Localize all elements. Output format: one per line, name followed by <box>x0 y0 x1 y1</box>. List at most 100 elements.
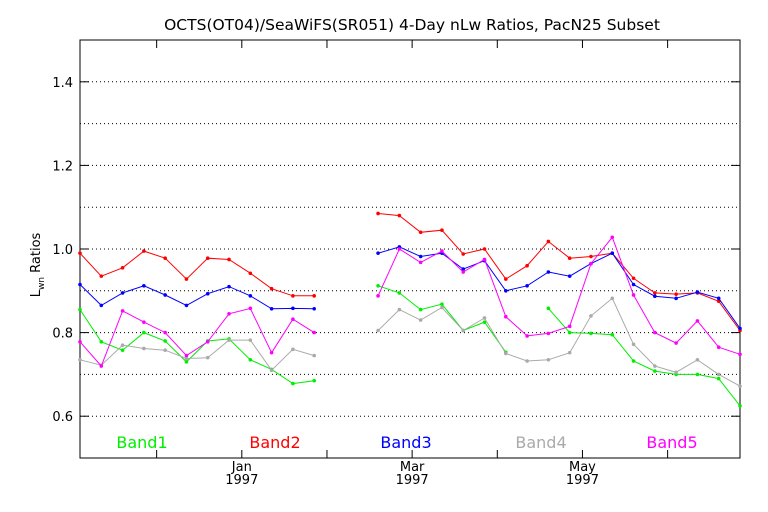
data-point <box>418 260 423 265</box>
data-point <box>653 330 657 335</box>
data-point <box>227 338 231 342</box>
series-band3 <box>78 245 742 331</box>
data-point <box>120 343 125 347</box>
data-point <box>610 296 615 301</box>
data-point <box>631 282 636 287</box>
data-point <box>461 270 466 274</box>
data-point <box>653 294 657 299</box>
data-point <box>397 307 402 312</box>
data-point <box>674 370 678 375</box>
data-point <box>461 267 466 271</box>
series-group <box>78 211 742 408</box>
y-axis-label-subscript: wn <box>37 277 47 290</box>
data-point <box>376 328 380 333</box>
y-axis-label-rest: Ratios <box>29 232 44 277</box>
data-point <box>227 257 231 262</box>
data-point <box>120 348 125 352</box>
x-tick-label-year: 1997 <box>225 473 258 488</box>
data-point <box>546 239 551 244</box>
y-tick-label: 1.2 <box>52 159 73 174</box>
data-point <box>142 283 146 288</box>
data-point <box>248 271 253 276</box>
data-point <box>184 303 189 308</box>
data-point <box>653 364 657 368</box>
data-point <box>482 247 487 251</box>
data-point <box>227 311 231 316</box>
data-point <box>504 351 508 356</box>
x-tick-label-month: Mar <box>400 460 425 475</box>
series-line <box>378 213 741 331</box>
data-point <box>291 381 295 386</box>
data-point <box>716 296 721 301</box>
data-point <box>78 339 82 344</box>
data-point <box>269 306 274 311</box>
x-tick-label-year: 1997 <box>396 473 429 488</box>
data-point <box>674 296 678 301</box>
data-point <box>248 294 253 298</box>
y-tick-label: 0.6 <box>52 410 73 425</box>
data-point <box>120 309 125 313</box>
data-point <box>248 306 253 311</box>
data-point <box>205 339 210 344</box>
data-point <box>631 342 636 347</box>
data-point <box>525 283 529 288</box>
data-point <box>610 251 615 255</box>
x-tick-label-month: May <box>569 460 596 475</box>
data-point <box>163 256 167 260</box>
data-point <box>695 372 700 377</box>
data-point <box>205 355 210 360</box>
data-point <box>142 330 146 335</box>
data-point <box>504 289 508 293</box>
data-point <box>546 270 551 274</box>
data-point <box>482 257 487 262</box>
data-point <box>695 290 700 294</box>
data-point <box>716 372 721 377</box>
legend: Band1 Band2 Band3 Band4 Band5 <box>116 433 697 452</box>
data-point <box>738 352 742 357</box>
data-point <box>589 331 593 336</box>
data-point <box>78 307 82 312</box>
data-point <box>269 350 274 355</box>
data-point <box>546 357 551 362</box>
series-line <box>377 297 741 387</box>
data-point <box>184 360 189 364</box>
data-point <box>163 348 167 352</box>
data-point <box>631 293 636 297</box>
data-point <box>653 291 657 295</box>
data-point <box>376 211 380 216</box>
data-point <box>205 291 210 296</box>
legend-item-band2: Band2 <box>249 433 300 452</box>
data-point <box>738 403 742 408</box>
series-line <box>548 308 741 407</box>
data-point <box>610 235 615 240</box>
data-point <box>440 228 444 232</box>
data-point <box>525 334 529 338</box>
data-point <box>440 302 444 306</box>
data-point <box>397 291 402 295</box>
data-point <box>482 316 487 320</box>
data-point <box>631 359 636 363</box>
plot-frame <box>79 39 741 459</box>
data-point <box>99 339 104 344</box>
data-point <box>695 357 700 362</box>
data-point <box>163 339 167 343</box>
data-point <box>120 266 125 270</box>
data-point <box>716 345 721 350</box>
data-point <box>376 251 380 255</box>
data-point <box>546 306 551 311</box>
data-point <box>525 263 529 268</box>
data-point <box>738 384 742 388</box>
data-point <box>504 314 508 319</box>
y-tick-label: 1.0 <box>52 243 73 258</box>
data-point <box>376 283 380 288</box>
y-tick-label: 0.8 <box>52 327 73 342</box>
series-line <box>79 339 315 371</box>
data-point <box>99 303 104 308</box>
gridlines <box>80 81 740 417</box>
series-line <box>79 309 315 385</box>
data-point <box>674 341 678 345</box>
data-point <box>418 230 423 235</box>
data-point <box>695 319 700 323</box>
